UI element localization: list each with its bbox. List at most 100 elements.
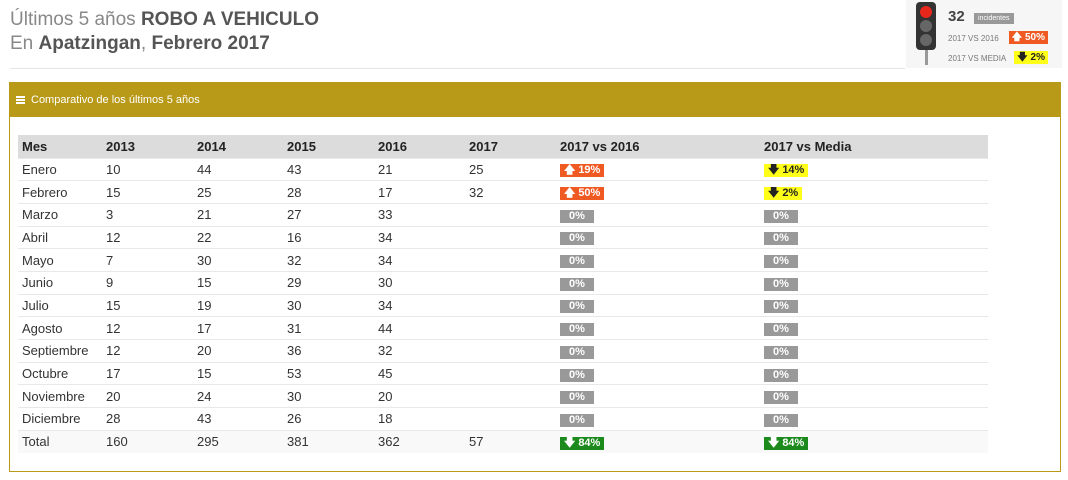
vs-media-value: 0%	[773, 345, 789, 358]
vs-avg-label: 2017 VS MEDIA	[948, 54, 1007, 63]
cell-mes: Octubre	[18, 361, 102, 385]
cell-y2017	[465, 384, 556, 408]
table-row: Abril 12 22 16 34 0% 0%	[18, 225, 988, 249]
vs-2016-value: 0%	[569, 391, 585, 404]
cell-y2016: 34	[374, 225, 465, 249]
cell-y2017: 25	[465, 157, 556, 181]
cell-vs-media: 0%	[760, 407, 988, 431]
cell-y2013: 3	[102, 202, 193, 227]
cell-vs-2016: 0%	[556, 339, 760, 363]
vs-media-badge: 🡇 14%	[764, 164, 809, 178]
col-header-2015: 2015	[283, 135, 374, 158]
cell-y2013: 28	[102, 407, 193, 431]
table-row: Mayo 7 30 32 34 0% 0%	[18, 248, 988, 272]
table-total-row: Total 160 295 381 362 57 🡇 84% 🡇 84%	[18, 429, 988, 453]
vs-2016-value: 0%	[569, 232, 585, 245]
cell-vs-2016: 🡅 50%	[556, 180, 760, 204]
comparison-panel: Comparativo de los últimos 5 años Mes 20…	[9, 82, 1061, 472]
cell-vs-media: 0%	[760, 339, 988, 363]
cell-mes: Diciembre	[18, 407, 102, 431]
vs-media-value: 2%	[782, 187, 799, 200]
cell-y2016: 45	[374, 361, 465, 385]
cell-vs-media: 0%	[760, 316, 988, 340]
cell-mes: Total	[18, 429, 102, 453]
table-header-row: Mes 2013 2014 2015 2016 2017 2017 vs 201…	[18, 135, 988, 158]
cell-y2016: 34	[374, 248, 465, 272]
cell-y2016: 30	[374, 270, 465, 295]
report-date: Febrero 2017	[151, 33, 270, 54]
cell-y2014: 15	[193, 270, 283, 295]
vs-2016-value: 19%	[578, 164, 601, 177]
cell-y2013: 9	[102, 270, 193, 295]
arrow-down-icon: 🡇	[1017, 52, 1028, 63]
stats-summary: 32 incidentes 2017 VS 2016 🡅 50% 2017 VS …	[906, 0, 1062, 68]
cell-y2014: 15	[193, 361, 283, 385]
cell-vs-media: 0%	[760, 293, 988, 317]
vs-2016-value: 0%	[569, 277, 585, 290]
page-title: Últimos 5 años ROBO A VEHICULO En Apatzi…	[10, 8, 319, 56]
cell-vs-media: 0%	[760, 225, 988, 249]
cell-vs-2016: 0%	[556, 361, 760, 385]
vs-2016-badge: 0%	[560, 413, 594, 427]
arrow-down-icon: 🡇	[768, 436, 780, 449]
col-header-2016: 2016	[374, 135, 465, 158]
traffic-light-pole	[925, 50, 928, 65]
title-line-2: En Apatzingan, Febrero 2017	[10, 32, 319, 56]
arrow-up-icon: 🡅	[564, 164, 576, 177]
cell-y2017	[465, 225, 556, 249]
vs-2016-badge: 0%	[560, 255, 594, 269]
location-name: Apatzingan	[38, 33, 141, 54]
vs-media-badge: 0%	[764, 277, 798, 291]
incident-count-label: incidentes	[974, 13, 1014, 24]
col-header-2014: 2014	[193, 135, 283, 158]
cell-y2015: 29	[283, 270, 374, 295]
cell-y2014: 44	[193, 157, 283, 181]
vs-2016-badge: 🡅 50%	[560, 187, 605, 201]
cell-mes: Mayo	[18, 248, 102, 272]
vs-2016-value: 84%	[578, 436, 601, 449]
cell-vs-2016: 0%	[556, 384, 760, 408]
vs-prev-value: 50%	[1024, 32, 1045, 43]
vs-media-value: 0%	[773, 255, 789, 268]
cell-y2015: 16	[283, 225, 374, 249]
cell-y2017: 57	[465, 429, 556, 453]
col-header-2017: 2017	[465, 135, 556, 158]
arrow-up-icon: 🡅	[564, 187, 576, 200]
cell-y2014: 22	[193, 225, 283, 249]
cell-y2013: 15	[102, 180, 193, 204]
cell-vs-media: 🡇 84%	[760, 429, 988, 453]
table-row: Diciembre 28 43 26 18 0% 0%	[18, 407, 988, 431]
table-row: Julio 15 19 30 34 0% 0%	[18, 293, 988, 317]
cell-y2016: 362	[374, 429, 465, 453]
vs-2016-value: 0%	[569, 368, 585, 381]
traffic-light-green-lamp	[920, 34, 932, 46]
cell-y2017: 32	[465, 180, 556, 204]
cell-y2014: 17	[193, 316, 283, 340]
cell-vs-2016: 0%	[556, 316, 760, 340]
cell-y2015: 53	[283, 361, 374, 385]
cell-y2013: 10	[102, 157, 193, 181]
incident-count: 32	[948, 8, 965, 25]
arrow-down-icon: 🡇	[768, 164, 780, 177]
vs-media-badge: 0%	[764, 391, 798, 405]
table-row: Septiembre 12 20 36 32 0% 0%	[18, 339, 988, 363]
arrow-up-icon: 🡅	[1011, 32, 1022, 43]
cell-y2015: 381	[283, 429, 374, 453]
cell-y2016: 17	[374, 180, 465, 204]
vs-media-value: 84%	[782, 436, 805, 449]
cell-vs-2016: 0%	[556, 202, 760, 227]
traffic-light-icon	[916, 2, 936, 50]
cell-vs-media: 0%	[760, 248, 988, 272]
vs-2016-badge: 0%	[560, 323, 594, 337]
cell-y2014: 19	[193, 293, 283, 317]
table-row: Junio 9 15 29 30 0% 0%	[18, 270, 988, 295]
cell-vs-2016: 🡅 19%	[556, 157, 760, 181]
title-line-1: Últimos 5 años ROBO A VEHICULO	[10, 8, 319, 32]
vs-media-value: 0%	[773, 300, 789, 313]
cell-y2017	[465, 202, 556, 227]
vs-2016-badge: 0%	[560, 368, 594, 382]
cell-y2016: 34	[374, 293, 465, 317]
cell-y2014: 20	[193, 339, 283, 363]
table-row: Febrero 15 25 28 17 32 🡅 50% 🡇 2%	[18, 180, 988, 204]
cell-mes: Septiembre	[18, 339, 102, 363]
